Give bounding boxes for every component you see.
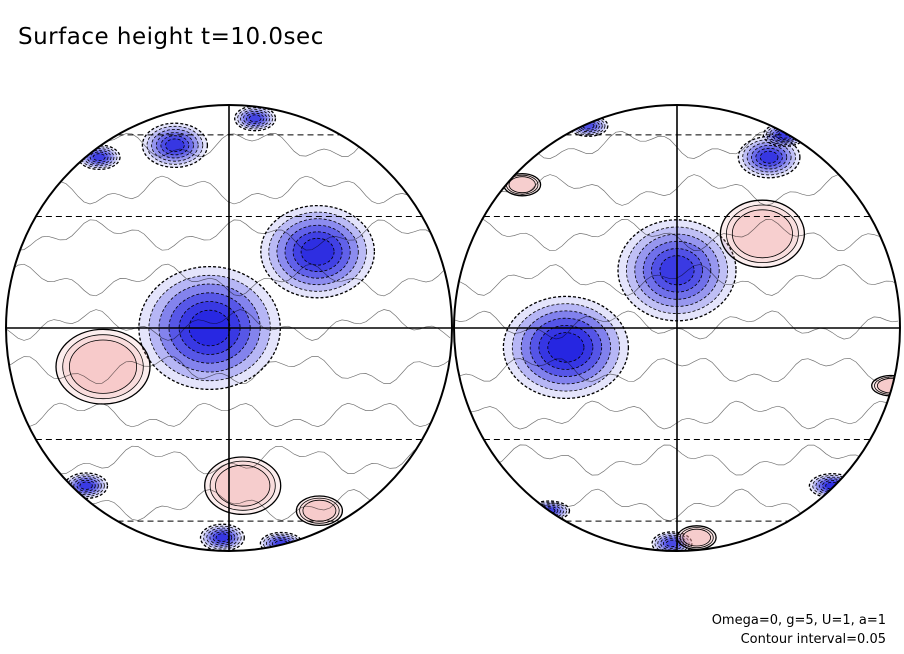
negative-contour [151,129,199,162]
positive-contour [62,334,144,400]
hemisphere-outline [5,104,453,552]
zero-contour [454,174,899,206]
right-hemisphere [453,104,901,552]
negative-contour [92,153,106,162]
negative-contour [665,539,679,548]
plot-title: Surface height t=10.0sec [18,24,324,50]
positive-contour [215,464,271,507]
negative-contour [240,109,271,128]
negative-contour [237,107,274,130]
positive-contour [209,460,276,511]
negative-contour [165,138,185,153]
zero-contour [454,358,899,382]
negative-contour [79,481,93,490]
graticule [6,105,452,551]
negative-contour [742,139,796,176]
negative-contour [155,132,194,159]
negative-contour [70,476,102,496]
negative-contour [146,125,204,165]
zero-contour [6,263,451,297]
zero-contour [6,356,451,384]
negative-contour [215,533,230,542]
positive-contour [299,497,340,524]
negative-contour [160,135,190,156]
positive-contour [679,527,714,549]
positive-contour [69,339,137,394]
positive-contour [682,528,711,547]
negative-contour [300,237,335,266]
zero-contour [454,218,899,252]
negative-contour [547,332,585,363]
negative-contour [759,150,779,164]
zero-contour [454,264,899,296]
positive-contour [302,499,337,522]
positive-contour [731,209,793,259]
zero-contour [454,400,899,430]
zero-contour [6,175,451,205]
zero-contour [454,444,899,476]
zero-contour [6,219,451,251]
hemisphere-outline [453,104,901,552]
zero-contour [6,402,451,428]
negative-contour [203,525,242,550]
graticule [454,105,900,551]
left-hemisphere [5,104,453,552]
negative-contour [206,527,239,548]
positive-contour [508,176,536,194]
negative-contour [248,114,262,123]
zero-contour [6,309,451,341]
contour-interval-label: Contour interval=0.05 [740,632,886,647]
zero-contour [6,445,451,475]
negative-contour [750,144,788,170]
parameters-label: Omega=0, g=5, U=1, a=1 [711,613,886,628]
